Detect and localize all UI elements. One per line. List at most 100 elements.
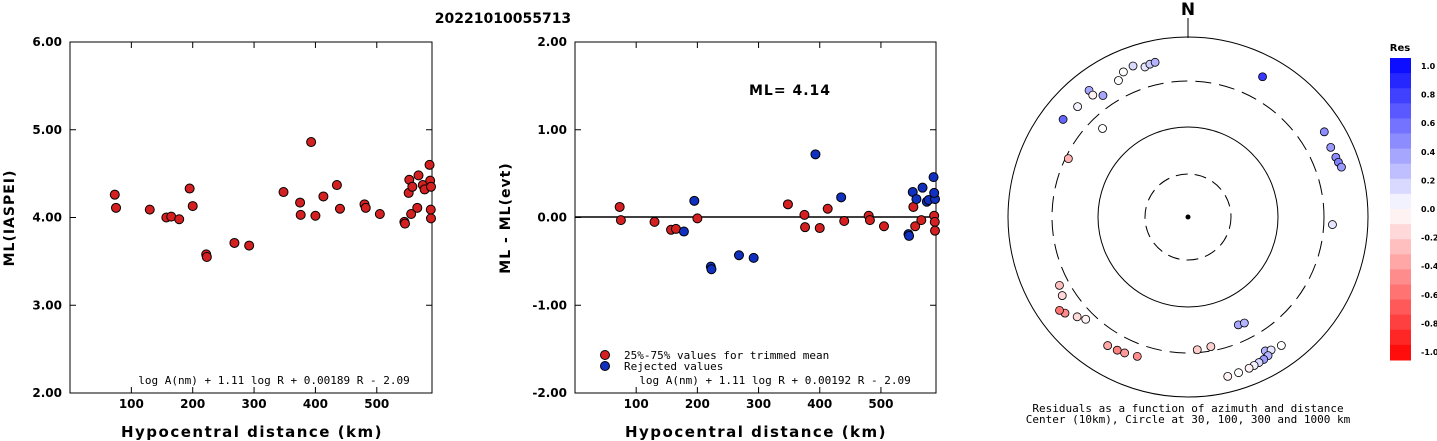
left-panel: 6.00 5.00 4.00 3.00 2.00 100 200 300 400 500 ML(… [2,35,436,441]
mid-x-tick-label: 400 [807,397,832,411]
left-x-ticks: 100 200 300 400 500 [119,42,389,411]
colorbar-cell [1390,133,1411,150]
mid-data-point [911,194,922,205]
left-data-point [295,197,306,208]
north-label: N [1181,0,1195,20]
left-data-point [229,237,240,248]
colorbar-cell [1390,88,1411,104]
mid-data-point [649,216,660,227]
colorbar-tick-label: -0.4 [1421,262,1437,271]
colorbar-cell [1390,118,1411,134]
left-data-point [187,201,198,212]
polar-data-point [1058,115,1068,124]
ml-annotation: ML= 4.14 [749,83,831,99]
mid-data-point [917,182,928,193]
colorbar: Res 1.0 0.8 0.6 0.4 0.2 0.0 -0.2 -0.4 -0.6 -0.8 -1… [1390,43,1437,361]
polar-data-point [1337,162,1346,172]
mid-data-point [928,172,939,183]
mid-data-point [929,216,940,227]
polar-data-point [1239,318,1249,328]
polar-data-point [1192,345,1202,355]
mid-y-axis-label: ML - ML(evt) [498,162,514,273]
mid-data-point [678,226,689,237]
left-data-point [412,202,423,213]
colorbar-cells [1390,58,1411,361]
left-x-axis-label: Hypocentral distance (km) [121,423,383,441]
polar-data-point [1112,345,1122,355]
left-x-tick-label: 400 [303,397,328,411]
polar-data-point [1150,57,1160,67]
polar-data-point [1223,371,1233,381]
mid-x-ticks: 100 200 300 400 500 [624,42,893,411]
legend-marker-rejected [600,361,610,371]
mid-data-point [692,213,703,224]
mid-formula: log A(nm) + 1.11 log R + 0.00192 R - 2.0… [639,374,911,387]
mid-data-point [800,222,811,233]
legend-label-rejected: Rejected values [624,360,723,373]
polar-data-point [1128,61,1138,71]
mid-data-point [733,250,744,261]
colorbar-tick-label: 0.6 [1421,119,1436,128]
polar-data-point [1244,363,1254,373]
left-data-point [400,218,411,229]
mid-data-point [878,221,889,232]
colorbar-tick-label: 0.0 [1421,205,1436,214]
left-data-point [295,209,306,220]
mid-y-tick-label: 1.00 [537,123,567,137]
ring-100km [1097,126,1279,308]
left-data-point [109,189,120,200]
left-data-point [424,159,435,170]
left-y-tick-label: 6.00 [32,35,62,49]
mid-y-tick-label: 2.00 [537,35,567,49]
colorbar-cell [1390,284,1411,301]
mid-x-tick-label: 100 [624,397,649,411]
colorbar-cell [1390,58,1411,74]
mid-data-point [799,209,810,220]
left-y-axis-label: ML(IASPEI) [2,170,18,267]
polar-data-point [1114,76,1123,85]
colorbar-cell [1390,73,1411,89]
left-data-point [144,204,155,215]
mid-data-point [689,195,700,206]
mid-data-point [814,223,825,234]
colorbar-tick-label: -0.2 [1421,234,1437,243]
colorbar-tick-label: 0.2 [1421,176,1435,185]
left-data-point [318,191,329,202]
left-formula: log A(nm) + 1.11 log R + 0.00189 R - 2.0… [138,374,410,387]
left-data-point [425,204,436,215]
left-data-point [426,213,436,224]
polar-data-point [1206,342,1216,351]
left-data-point [244,240,255,251]
colorbar-tick-label: 1.0 [1421,62,1436,71]
left-y-tick-label: 2.00 [32,386,62,400]
mid-x-tick-label: 500 [868,397,893,411]
polar-data-points [1055,57,1346,381]
polar-data-point [1088,90,1098,100]
left-x-tick-label: 300 [242,397,267,411]
colorbar-cell [1390,239,1411,255]
polar-caption-line2: Center (10km), Circle at 30, 100, 300 an… [1026,413,1351,426]
mid-x-axis-label: Hypocentral distance (km) [625,423,887,441]
colorbar-cell [1390,163,1411,180]
legend-label-trimmed: 25%-75% values for trimmed mean [624,349,829,362]
polar-data-point [1098,124,1107,133]
polar-data-point [1276,341,1286,350]
left-y-tick-label: 3.00 [32,298,62,312]
polar-data-point [1103,341,1113,350]
epicenter-marker [1185,214,1191,220]
left-data-point [360,202,371,213]
colorbar-cell [1390,269,1411,285]
left-x-tick-label: 200 [180,397,205,411]
polar-data-point [1081,314,1091,324]
colorbar-cell [1390,178,1411,195]
mid-data-point [614,201,625,212]
colorbar-cell [1390,329,1411,346]
colorbar-cell [1390,103,1411,119]
mid-y-ticks: 2.00 1.00 0.00 -1.00 -2.00 [532,35,936,400]
mid-data-points [614,149,940,275]
figure-title: 20221010055713 [435,11,571,27]
mid-data-point [910,221,921,232]
legend-marker-trimmed [600,350,610,360]
polar-data-point [1063,154,1073,164]
left-data-point [413,170,424,181]
